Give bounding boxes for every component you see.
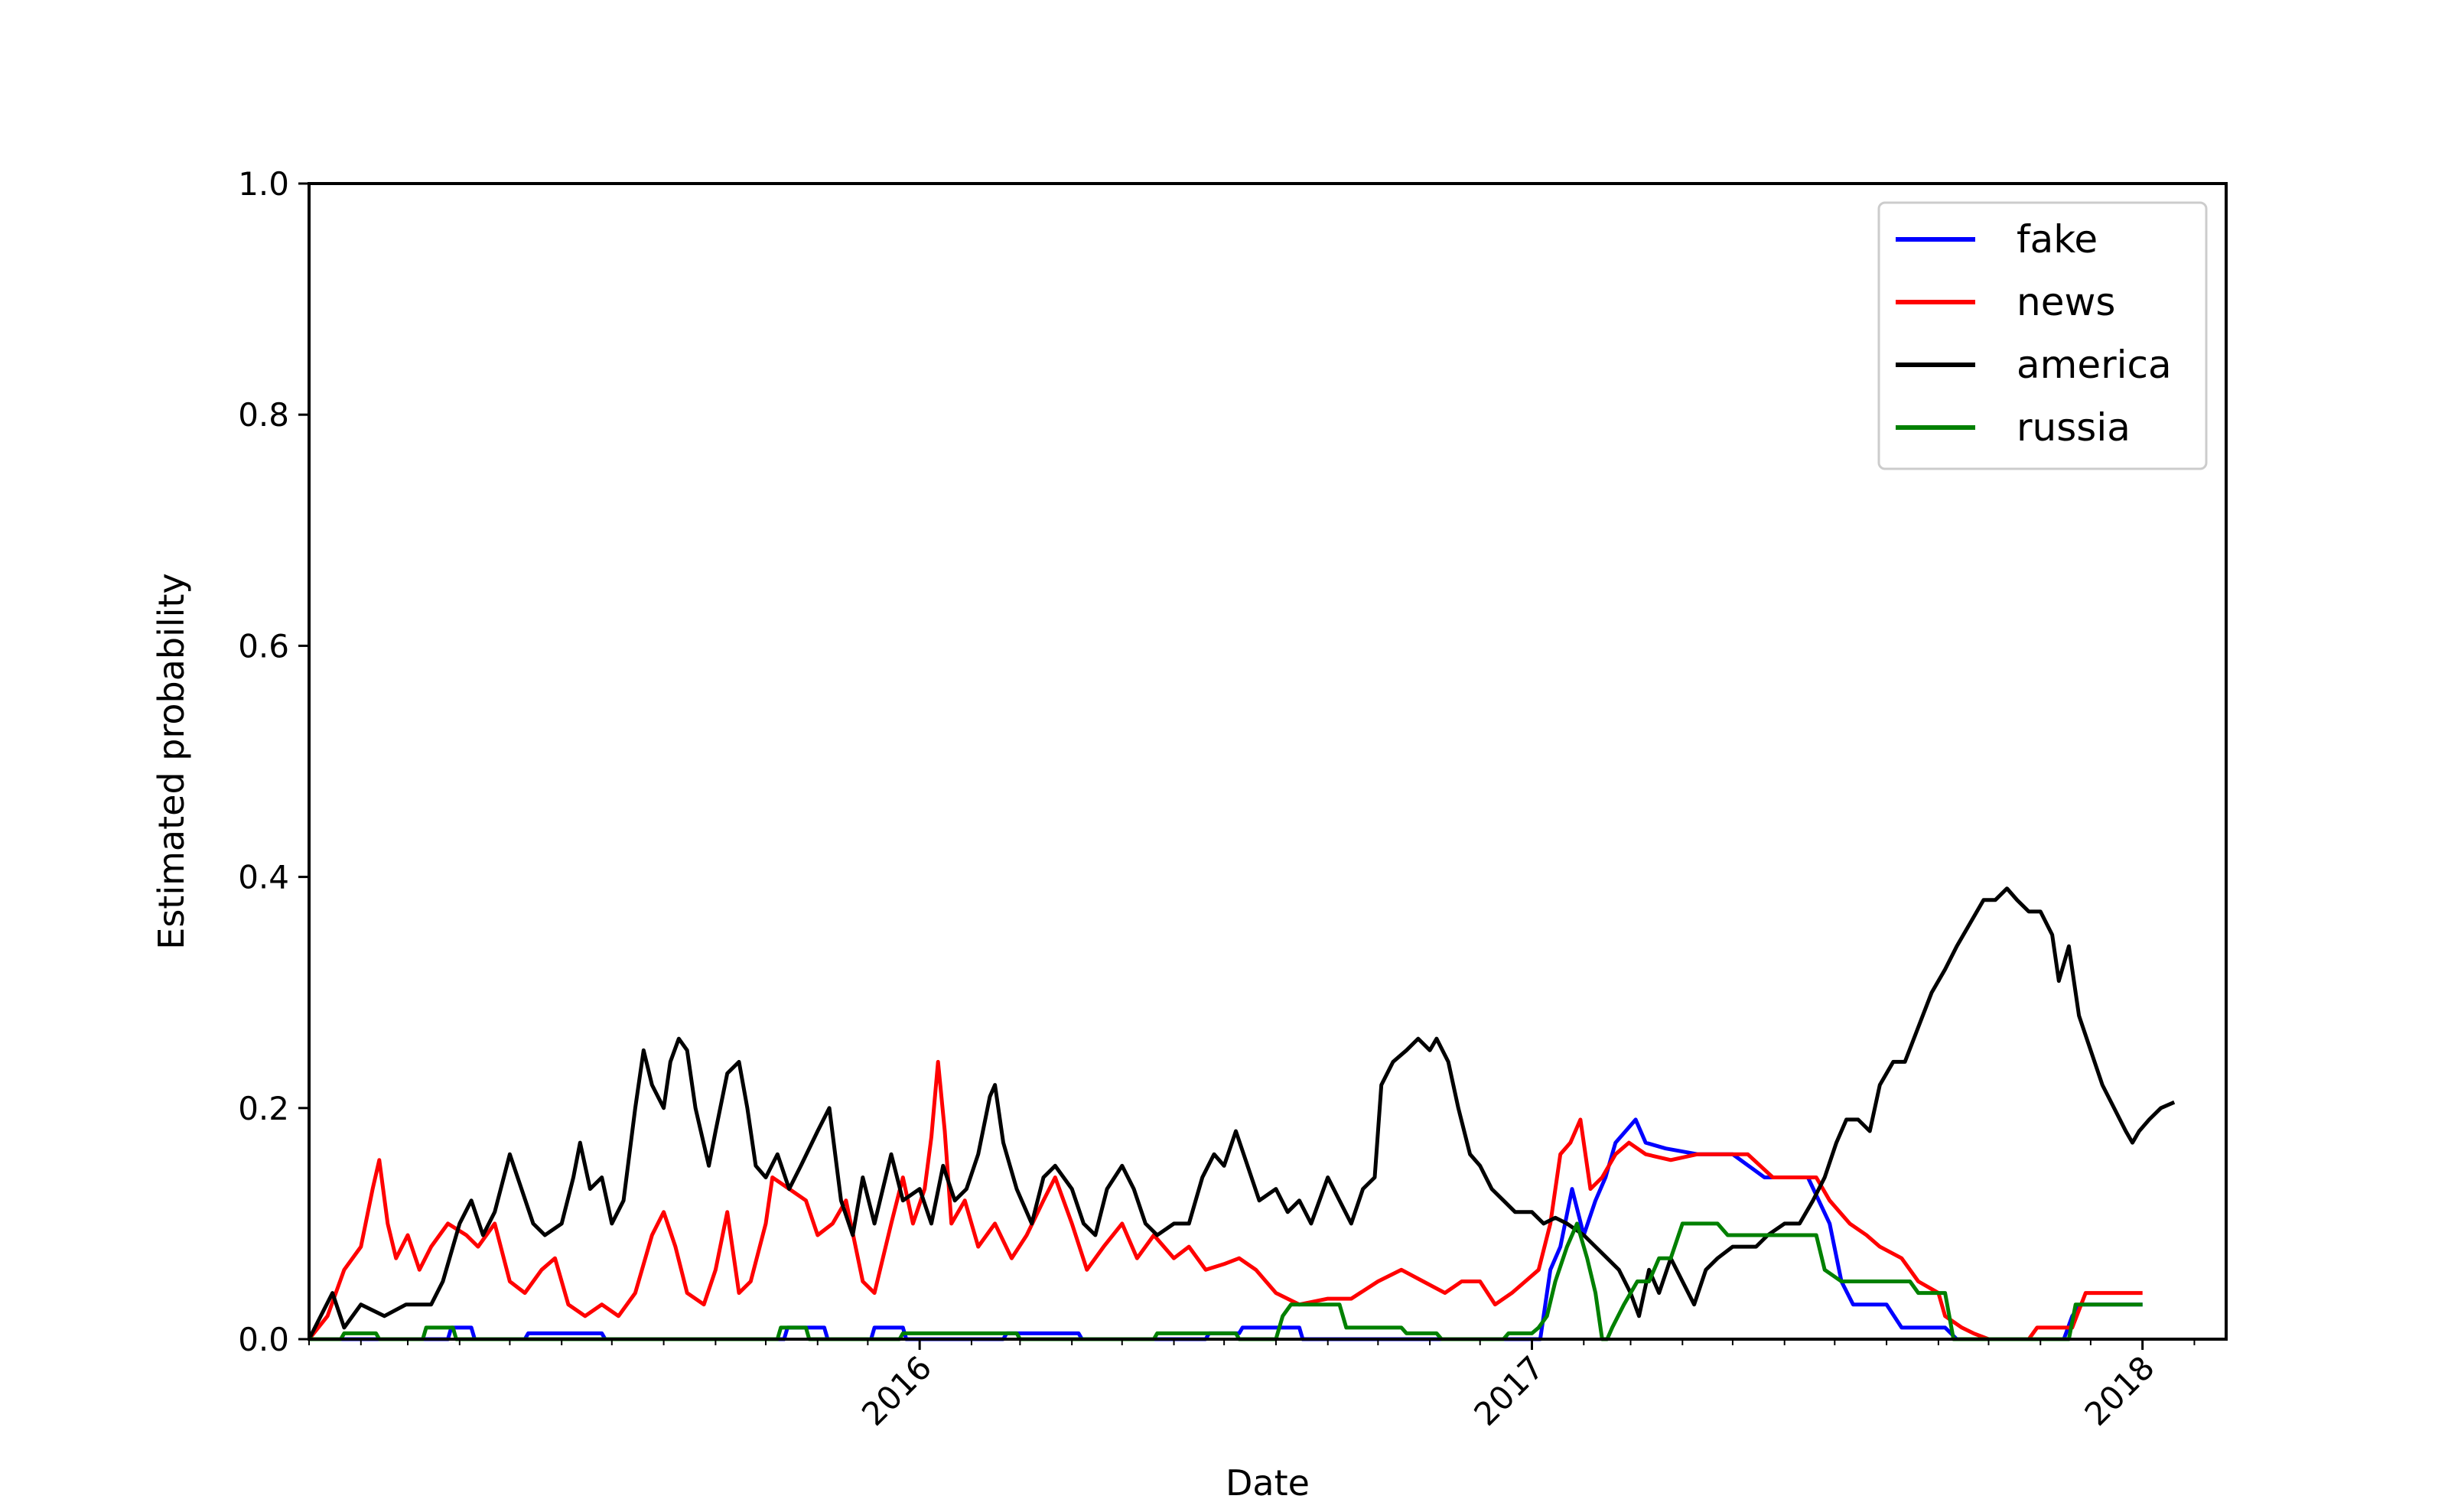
y-axis: 0.0 0.2 0.4 0.6 0.8 1.0 <box>238 165 309 1358</box>
legend: fake news america russia <box>1877 201 2208 470</box>
y-tick-label: 0.0 <box>238 1321 289 1358</box>
legend-label-america: america <box>2017 343 2172 387</box>
legend-label-russia: russia <box>2017 405 2131 450</box>
y-tick-label: 0.8 <box>238 396 289 434</box>
y-tick-label: 0.2 <box>238 1090 289 1127</box>
y-tick-label: 0.6 <box>238 627 289 665</box>
legend-box <box>1877 201 2208 470</box>
series-line-news <box>308 1059 2143 1341</box>
series-line-america <box>307 886 2176 1341</box>
plot-frame <box>308 182 2228 1341</box>
legend-label-news: news <box>2017 280 2115 324</box>
y-axis-label: Estimated probability <box>151 573 192 949</box>
y-tick-label: 1.0 <box>238 165 289 203</box>
x-axis-label: Date <box>1226 1462 1310 1504</box>
y-tick-label: 0.4 <box>238 859 289 896</box>
legend-label-fake: fake <box>2017 217 2098 262</box>
